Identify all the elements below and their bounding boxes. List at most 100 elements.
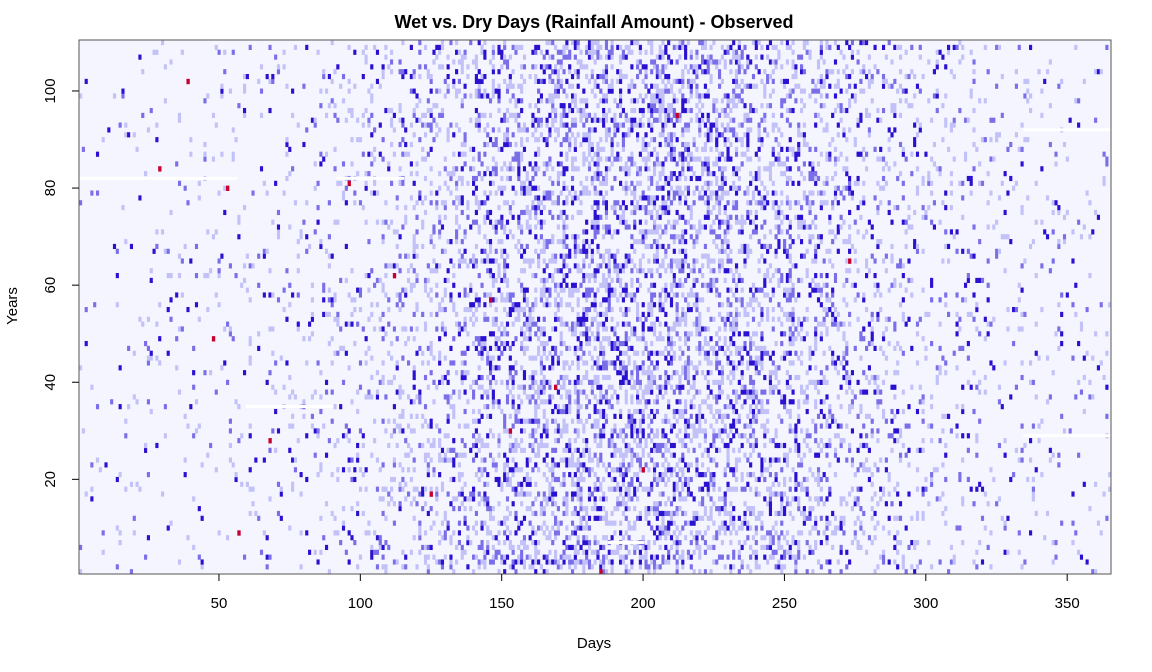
heatmap-cell-light-rain	[975, 549, 979, 555]
heatmap-cell-moderate-rain	[418, 399, 422, 405]
heatmap-cell-light-rain	[276, 229, 281, 235]
heatmap-cell-heavy-rain	[542, 268, 546, 274]
heatmap-cell-light-rain	[582, 549, 586, 555]
heatmap-cell-light-rain	[717, 336, 722, 342]
heatmap-cell-light-rain	[944, 506, 948, 512]
heatmap-cell-light-rain	[271, 384, 275, 390]
heatmap-cell-heavy-rain	[452, 462, 456, 468]
heatmap-cell-light-rain	[822, 374, 826, 381]
heatmap-cell-moderate-rain	[893, 326, 897, 332]
heatmap-cell-light-rain	[579, 476, 583, 483]
heatmap-cell-heavy-rain	[610, 433, 614, 439]
heatmap-cell-light-rain	[514, 408, 518, 415]
heatmap-cell-heavy-rain	[947, 413, 951, 419]
heatmap-cell-moderate-rain	[828, 442, 832, 449]
heatmap-cell-light-rain	[768, 462, 773, 468]
heatmap-cell-heavy-rain	[754, 365, 758, 371]
heatmap-cell-light-rain	[604, 496, 609, 502]
heatmap-cell-moderate-rain	[613, 253, 617, 259]
heatmap-cell-heavy-rain	[599, 311, 603, 317]
heatmap-cell-moderate-rain	[811, 549, 815, 555]
heatmap-cell-moderate-rain	[839, 321, 843, 327]
heatmap-cell-light-rain	[876, 374, 880, 381]
heatmap-cell-light-rain	[1094, 569, 1098, 575]
heatmap-cell-heavy-rain	[308, 321, 312, 327]
heatmap-cell-moderate-rain	[706, 282, 710, 288]
heatmap-cell-light-rain	[743, 311, 747, 317]
heatmap-cell-light-rain	[701, 399, 705, 405]
heatmap-cell-heavy-rain	[460, 326, 464, 332]
heatmap-cell-light-rain	[313, 549, 317, 555]
heatmap-cell-heavy-rain	[274, 408, 278, 415]
heatmap-cell-heavy-rain	[599, 350, 603, 356]
heatmap-cell-moderate-rain	[627, 321, 631, 327]
heatmap-cell-light-rain	[542, 326, 546, 332]
heatmap-cell-light-rain	[101, 549, 105, 555]
heatmap-cell-light-rain	[522, 258, 527, 264]
heatmap-cell-heavy-rain	[975, 486, 979, 492]
heatmap-cell-heavy-rain	[593, 408, 597, 415]
heatmap-cell-light-rain	[811, 472, 815, 478]
heatmap-cell-heavy-rain	[678, 384, 682, 390]
heatmap-cell-light-rain	[384, 564, 388, 570]
heatmap-cell-light-rain	[644, 370, 648, 376]
heatmap-cell-light-rain	[438, 442, 442, 449]
heatmap-cell-light-rain	[717, 389, 722, 395]
heatmap-cell-light-rain	[672, 282, 676, 288]
heatmap-cell-light-rain	[655, 239, 659, 245]
heatmap-cell-heavy-rain	[867, 321, 871, 327]
heatmap-cell-light-rain	[520, 268, 524, 274]
heatmap-cell-light-rain	[129, 481, 134, 487]
heatmap-cell-moderate-rain	[842, 355, 846, 361]
heatmap-cell-moderate-rain	[565, 544, 569, 551]
heatmap-cell-light-rain	[98, 467, 102, 473]
heatmap-cell-light-rain	[698, 530, 702, 536]
heatmap-cell-light-rain	[692, 535, 696, 541]
heatmap-cell-moderate-rain	[602, 559, 606, 565]
heatmap-cell-heavy-rain	[545, 287, 549, 293]
heatmap-cell-light-rain	[797, 544, 801, 551]
heatmap-cell-light-rain	[81, 428, 85, 434]
heatmap-cell-light-rain	[811, 525, 815, 531]
heatmap-cell-heavy-rain	[237, 234, 241, 240]
heatmap-cell-light-rain	[681, 365, 685, 371]
heatmap-cell-light-rain	[440, 486, 445, 492]
heatmap-cell-light-rain	[452, 307, 456, 313]
heatmap-cell-light-rain	[390, 379, 394, 385]
heatmap-cell-light-rain	[808, 345, 812, 351]
heatmap-cell-light-rain	[723, 530, 727, 536]
heatmap-cell-light-rain	[726, 345, 730, 351]
heatmap-cell-light-rain	[288, 374, 292, 381]
heatmap-cell-light-rain	[751, 297, 756, 303]
heatmap-cell-light-rain	[633, 472, 637, 478]
heatmap-cell-light-rain	[681, 554, 685, 560]
heatmap-cell-light-rain	[698, 311, 702, 317]
heatmap-cell-light-rain	[746, 438, 750, 444]
heatmap-cell-moderate-rain	[684, 297, 688, 303]
heatmap-cell-moderate-rain	[582, 350, 586, 356]
heatmap-cell-moderate-rain	[650, 525, 654, 531]
heatmap-cell-light-rain	[703, 340, 707, 347]
heatmap-cell-light-rain	[568, 462, 572, 468]
heatmap-cell-light-rain	[791, 360, 795, 366]
heatmap-cell-moderate-rain	[508, 297, 512, 303]
heatmap-cell-moderate-rain	[686, 491, 691, 497]
heatmap-cell-heavy-rain	[341, 433, 346, 439]
heatmap-cell-light-rain	[539, 248, 543, 254]
heatmap-cell-light-rain	[627, 292, 631, 298]
heatmap-cell-moderate-rain	[689, 413, 693, 419]
heatmap-cell-moderate-rain	[709, 316, 713, 322]
heatmap-cell-light-rain	[537, 423, 541, 429]
heatmap-cell-heavy-rain	[757, 476, 761, 483]
heatmap-cell-light-rain	[144, 442, 148, 449]
heatmap-cell-light-rain	[610, 510, 614, 517]
heatmap-cell-light-rain	[607, 374, 611, 381]
heatmap-cell-light-rain	[500, 408, 504, 415]
heatmap-cell-light-rain	[655, 365, 659, 371]
heatmap-cell-heavy-rain	[602, 297, 606, 303]
heatmap-cell-light-rain	[641, 350, 645, 356]
heatmap-cell-light-rain	[234, 399, 238, 405]
heatmap-cell-light-rain	[412, 336, 416, 342]
heatmap-cell-light-rain	[621, 496, 625, 502]
heatmap-cell-heavy-rain	[907, 447, 911, 453]
